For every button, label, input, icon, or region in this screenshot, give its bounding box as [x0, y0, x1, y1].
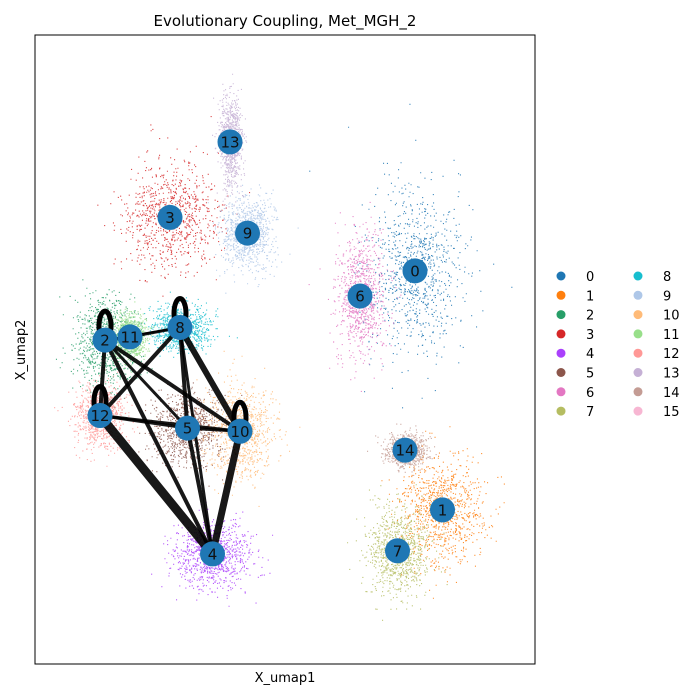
- legend-label-6: 6: [586, 386, 594, 401]
- legend-marker-8: [633, 271, 643, 281]
- edge-12-4: [95, 411, 217, 559]
- cluster-node-13: [217, 129, 243, 155]
- cell-cloud-cluster-6: [308, 201, 402, 392]
- cluster-node-7: [385, 538, 410, 564]
- legend-label-3: 3: [586, 328, 594, 343]
- chart-title: Evolutionary Coupling, Met_MGH_2: [154, 12, 417, 31]
- cluster-node-label-4: 4: [208, 545, 218, 563]
- cluster-node-8: [167, 314, 193, 340]
- cluster-node-6: [347, 283, 373, 309]
- legend-marker-12: [633, 348, 643, 358]
- legend-marker-11: [633, 329, 643, 339]
- legend-marker-2: [556, 310, 566, 320]
- edge-8-12: [98, 325, 182, 418]
- legend-marker-0: [556, 271, 566, 281]
- legend-label-1: 1: [586, 289, 594, 304]
- legend-marker-7: [556, 406, 566, 416]
- cluster-node-label-1: 1: [438, 501, 448, 519]
- cell-point-cloud: [54, 73, 513, 621]
- cluster-node-3: [157, 204, 183, 230]
- cluster-node-label-14: 14: [395, 442, 414, 460]
- legend-label-9: 9: [663, 289, 671, 304]
- cluster-node-label-5: 5: [183, 420, 193, 438]
- cluster-node-10: [227, 418, 253, 444]
- legend-marker-9: [633, 290, 643, 300]
- legend-label-5: 5: [586, 367, 594, 382]
- cluster-node-2: [92, 327, 118, 353]
- edge-2-5: [103, 338, 189, 430]
- legend-marker-10: [633, 310, 643, 320]
- cluster-node-label-7: 7: [393, 542, 403, 560]
- y-axis-label: X_umap2: [14, 320, 29, 381]
- cluster-node-label-11: 11: [120, 328, 139, 346]
- legend-label-4: 4: [586, 347, 594, 362]
- cell-cloud-cluster-0: [309, 103, 513, 409]
- legend-marker-4: [556, 348, 566, 358]
- cluster-node-4: [200, 541, 225, 567]
- edge-2-4: [103, 338, 215, 556]
- legend-label-8: 8: [663, 270, 671, 285]
- cluster-node-9: [235, 220, 260, 246]
- legend-marker-6: [556, 387, 566, 397]
- cluster-node-label-2: 2: [100, 332, 110, 350]
- coupling-edges: [91, 295, 249, 559]
- legend-label-0: 0: [586, 270, 594, 285]
- cluster-node-label-6: 6: [355, 288, 365, 306]
- legend-label-10: 10: [663, 309, 680, 324]
- legend-label-7: 7: [586, 405, 594, 420]
- legend-label-14: 14: [663, 386, 680, 401]
- cluster-node-label-0: 0: [410, 262, 420, 280]
- legend-label-12: 12: [663, 347, 680, 362]
- cluster-node-0: [402, 258, 428, 284]
- cluster-node-label-3: 3: [165, 209, 175, 227]
- edge-8-10: [177, 324, 243, 435]
- legend-label-13: 13: [663, 367, 680, 382]
- cluster-node-label-12: 12: [90, 407, 109, 425]
- legend-label-11: 11: [663, 328, 680, 343]
- edge-10-4: [209, 427, 244, 558]
- legend-marker-15: [633, 406, 643, 416]
- cluster-node-label-9: 9: [243, 225, 253, 243]
- legend-marker-3: [556, 329, 566, 339]
- cluster-node-1: [430, 497, 455, 523]
- cluster-node-label-8: 8: [175, 319, 185, 337]
- cell-cloud-cluster-10: [186, 350, 301, 507]
- cluster-node-label-13: 13: [220, 133, 239, 151]
- plot-frame: [34, 34, 536, 665]
- cluster-node-5: [175, 415, 200, 441]
- edge-2-12: [98, 338, 107, 418]
- legend-marker-5: [556, 368, 566, 377]
- legend-label-15: 15: [663, 405, 680, 420]
- cell-cloud-cluster-13: [212, 73, 248, 209]
- edge-2-8: [104, 326, 181, 342]
- legend-marker-14: [633, 387, 643, 397]
- x-axis-label: X_umap1: [255, 671, 316, 686]
- edge-2-10: [103, 338, 242, 434]
- legend-marker-13: [633, 368, 643, 377]
- edge-5-4: [185, 426, 215, 556]
- cluster-node-12: [87, 403, 113, 429]
- legend-marker-1: [556, 290, 566, 300]
- cluster-node-label-10: 10: [230, 423, 249, 441]
- cluster-node-14: [392, 437, 418, 463]
- edge-8-4: [178, 325, 214, 556]
- cluster-node-11: [117, 324, 143, 350]
- legend-label-2: 2: [586, 309, 594, 324]
